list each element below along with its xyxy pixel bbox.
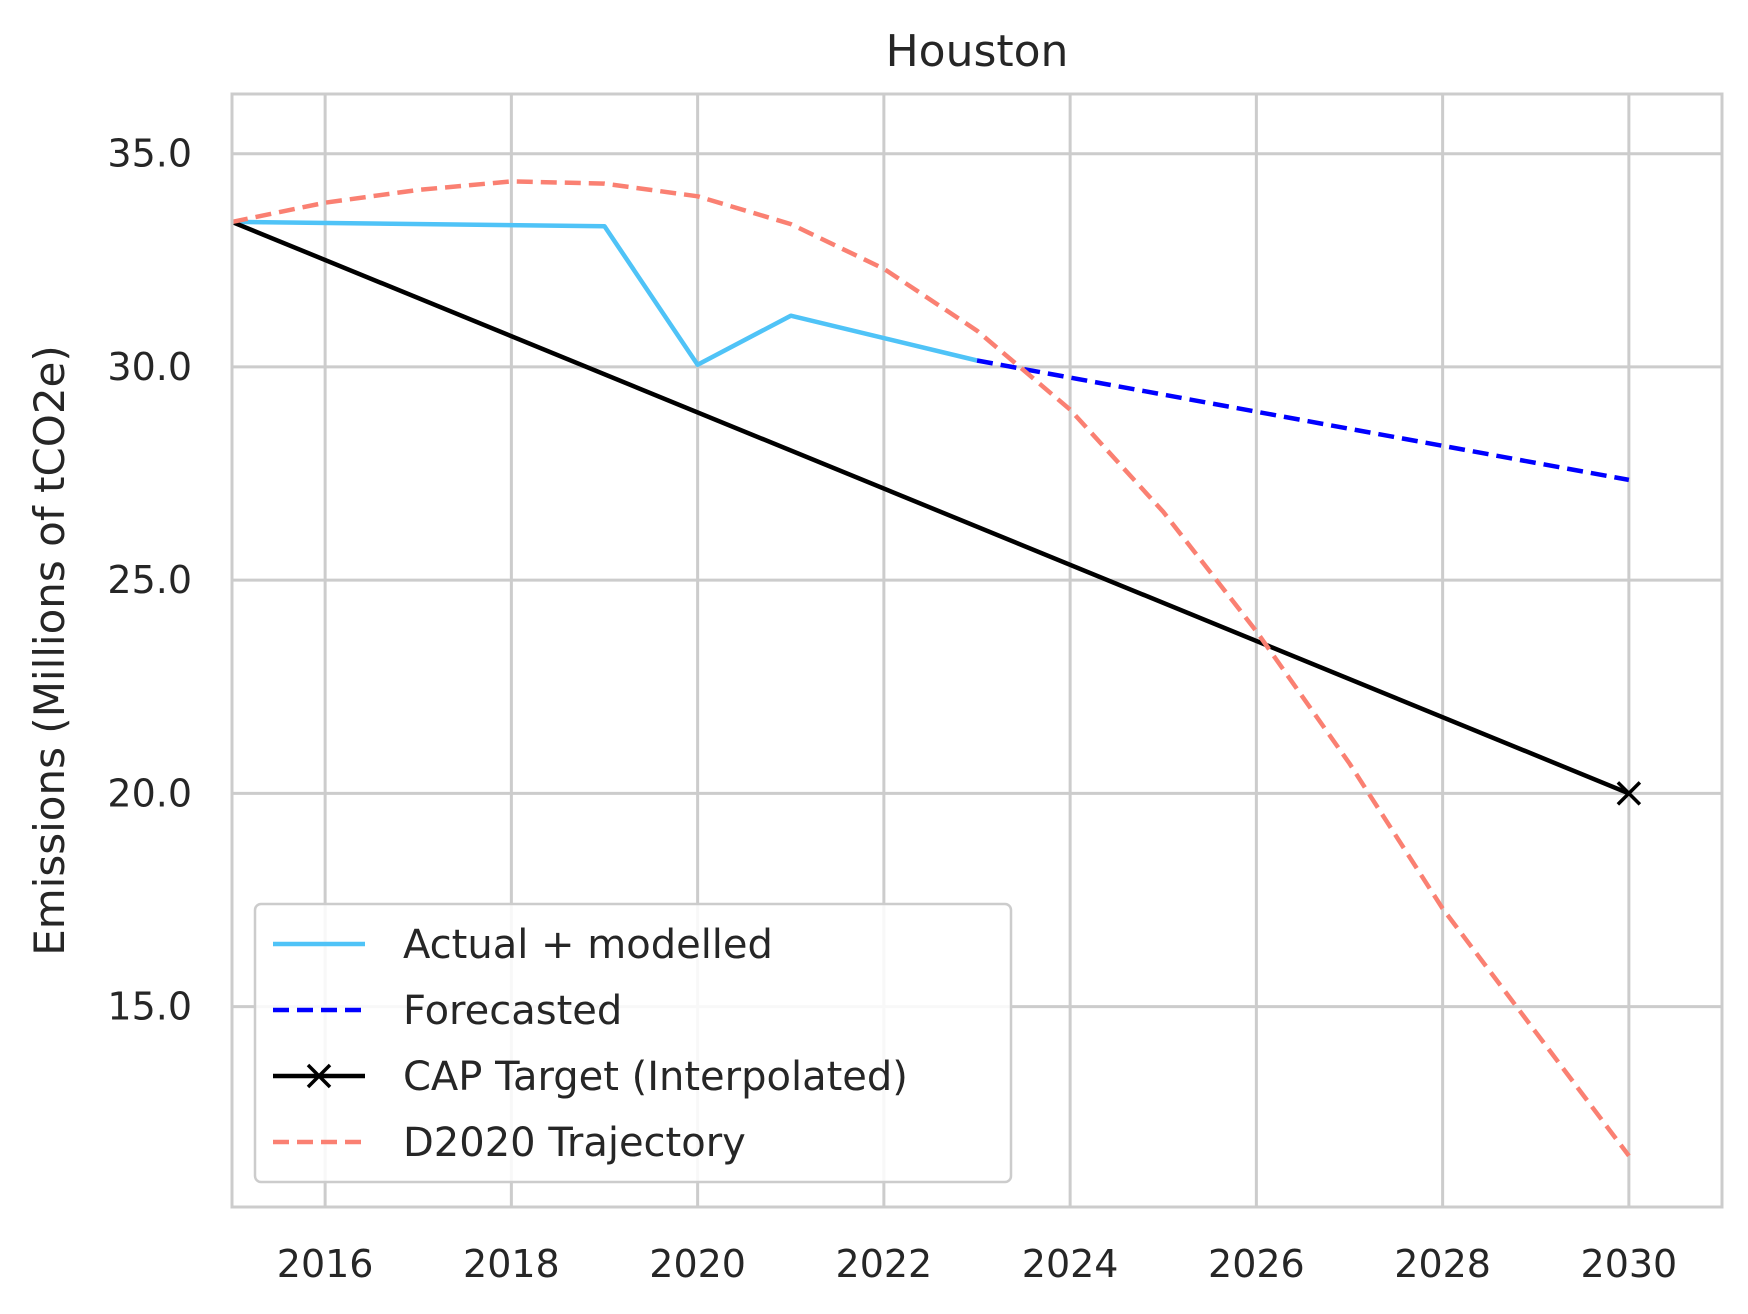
series-line-actual-modelled — [231, 219, 978, 368]
x-tick-label: 2028 — [1394, 1242, 1491, 1286]
y-tick-label: 20.0 — [107, 771, 192, 815]
x-tick-label: 2026 — [1208, 1242, 1305, 1286]
x-tick-label: 2016 — [277, 1242, 374, 1286]
legend-label: CAP Target (Interpolated) — [403, 1054, 908, 1100]
y-axis-label: Emissions (Millions of tCO2e) — [25, 345, 74, 956]
series-line-forecasted — [976, 358, 1630, 483]
legend-box — [253, 902, 1013, 1184]
x-tick-label: 2018 — [463, 1242, 560, 1286]
y-tick-label: 30.0 — [107, 345, 192, 389]
series-line-d2020-trajectory — [231, 179, 1631, 1158]
y-tick-label: 25.0 — [107, 558, 192, 602]
y-axis-ticks: 15.0 20.0 25.0 30.0 35.0 — [107, 132, 192, 1029]
legend: Actual + modelled Forecasted CAP Target (I… — [253, 902, 1013, 1184]
x-tick-label: 2022 — [836, 1242, 933, 1286]
legend-label: Actual + modelled — [403, 922, 773, 968]
plot-series — [231, 179, 1642, 1158]
y-tick-label: 15.0 — [107, 985, 192, 1029]
series-line-cap-target-interpolated — [231, 219, 1630, 796]
legend-x-marker — [306, 1063, 332, 1089]
legend-label: Forecasted — [403, 988, 622, 1034]
chart-title: Houston — [886, 26, 1069, 77]
x-tick-label: 2024 — [1022, 1242, 1119, 1286]
y-tick-label: 35.0 — [107, 132, 192, 176]
x-tick-label: 2020 — [649, 1242, 746, 1286]
x-tick-label: 2030 — [1581, 1242, 1678, 1286]
x-axis-ticks: 2016 2018 2020 2022 2024 2026 2028 2030 — [277, 1242, 1677, 1286]
legend-label: D2020 Trajectory — [403, 1120, 746, 1166]
plot-frame — [230, 92, 1724, 1209]
x-marker — [1616, 781, 1642, 806]
